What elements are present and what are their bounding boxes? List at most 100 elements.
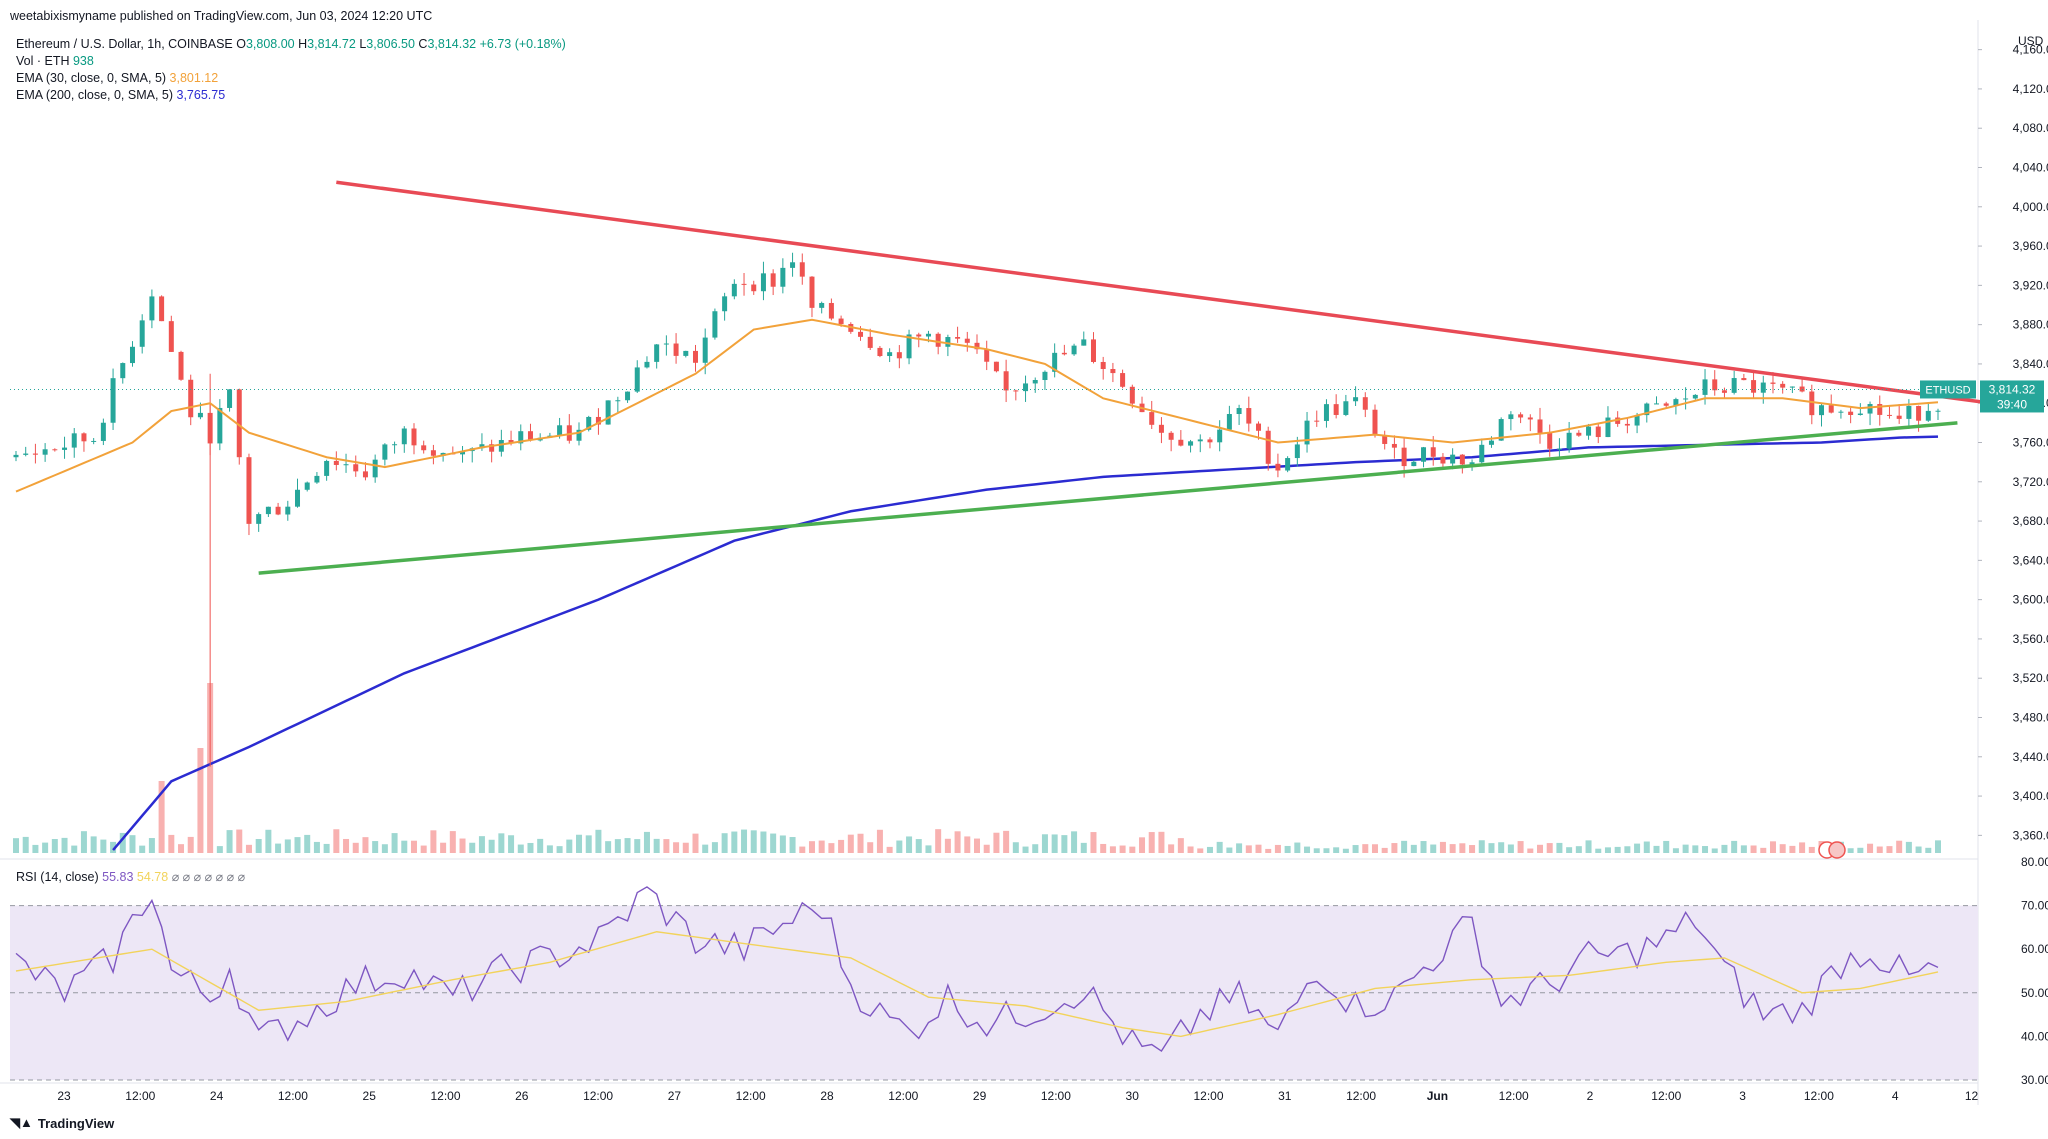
candle-body [1780,383,1786,388]
time-tick-label: 12:00 [583,1089,613,1103]
time-tick-label: 12:00 [1041,1089,1071,1103]
candle-body [1789,386,1795,388]
candle-body [52,449,58,451]
candle-body [1702,379,1708,395]
volume-bar [1012,842,1019,853]
candle-body [1343,401,1349,415]
candle-body [1052,352,1058,372]
candle-body [1226,414,1232,430]
volume-bar [129,835,136,853]
volume-bar [216,846,223,853]
candle-body [625,391,631,401]
candle-body [1236,408,1242,415]
candle-body [479,444,485,449]
volume-bar [22,836,29,853]
candle-body [712,311,718,338]
candle-body [324,460,330,476]
candle-body [906,334,912,359]
ema200-label[interactable]: EMA (200, close, 0, SMA, 5) [16,88,174,102]
candle-body [722,296,728,312]
volume-bar [1799,842,1806,853]
volume-bar [372,841,379,853]
price-tick-label: 4,000.00 [2013,200,2048,214]
volume-bar [1236,843,1243,853]
candle-body [91,440,97,442]
volume-bar [1634,843,1641,853]
volume-bar [614,839,621,853]
candle-body [1683,398,1689,400]
volume-bar [838,839,845,853]
volume-bar [1886,846,1893,853]
candle-body [896,352,902,359]
volume-bar [1702,846,1709,853]
volume-bar [1643,841,1650,853]
candle-body [945,337,951,347]
volume-bar [1779,844,1786,853]
time-tick-label: 12 [1965,1089,1979,1103]
volume-bar [605,841,612,853]
candle-body [1498,419,1504,441]
volume-bar [61,837,68,853]
candle-body [1867,404,1873,414]
footer-brand[interactable]: ◥▲ TradingView [10,1115,114,1131]
candle-body [333,460,339,465]
candle-body [1857,413,1863,415]
price-tick-label: 3,920.00 [2013,278,2048,292]
volume-bar [517,844,524,853]
candle-body [1634,415,1640,426]
candle-body [1430,447,1436,457]
volume-label[interactable]: Vol · ETH [16,54,70,68]
candle-body [1508,414,1514,420]
candle-body [770,273,776,287]
rsi-label[interactable]: RSI (14, close) [16,870,99,884]
candle-body [1129,386,1135,404]
volume-bar [410,840,417,853]
candle-body [605,400,611,425]
candle-body [663,343,669,345]
volume-bar [1100,843,1107,853]
candle-body [23,453,29,455]
candle-body [935,333,941,347]
candle-body [1556,448,1562,450]
ema30-label[interactable]: EMA (30, close, 0, SMA, 5) [16,71,167,85]
volume-bar [1051,834,1058,853]
publisher-line: weetabixismyname published on TradingVie… [10,9,433,23]
price-tick-label: 3,560.00 [2013,632,2048,646]
time-tick-label: 30 [1126,1089,1140,1103]
candle-body [304,482,310,490]
candle-body [1450,454,1456,464]
candle-body [1809,391,1815,416]
volume-bar [51,839,58,853]
volume-bar [595,829,602,853]
volume-bar [236,829,243,853]
volume-bar [1371,844,1378,853]
candle-body [634,367,640,392]
volume-bar [896,840,903,853]
volume-bar [964,836,971,853]
candle-body [217,407,223,444]
candle-body [1721,390,1727,393]
volume-bar [449,831,456,853]
candle-body [1090,339,1096,362]
volume-bar [1284,845,1291,853]
volume-bar [1488,843,1495,853]
candle-body [285,506,291,515]
volume-bar [1323,848,1330,853]
candle-body [236,389,242,458]
volume-value: 938 [72,54,94,68]
volume-bar [488,839,495,853]
symbol-title[interactable]: Ethereum / U.S. Dollar, 1h, COINBASE [16,37,233,51]
volume-bar [537,838,544,853]
price-tick-label: 3,400.00 [2013,789,2048,803]
change-value: +6.73 (+0.18%) [479,37,566,51]
volume-bar [1469,845,1476,853]
volume-bar [352,842,359,853]
candle-body [1469,462,1475,465]
price-tick-label: 4,160.00 [2013,43,2048,57]
rsi-settings-icons[interactable]: ⌀ ⌀ ⌀ ⌀ ⌀ ⌀ ⌀ [171,870,246,884]
volume-bar [1274,844,1281,853]
candle-body [1731,378,1737,393]
candle-body [790,262,796,268]
candle-body [1760,382,1766,393]
